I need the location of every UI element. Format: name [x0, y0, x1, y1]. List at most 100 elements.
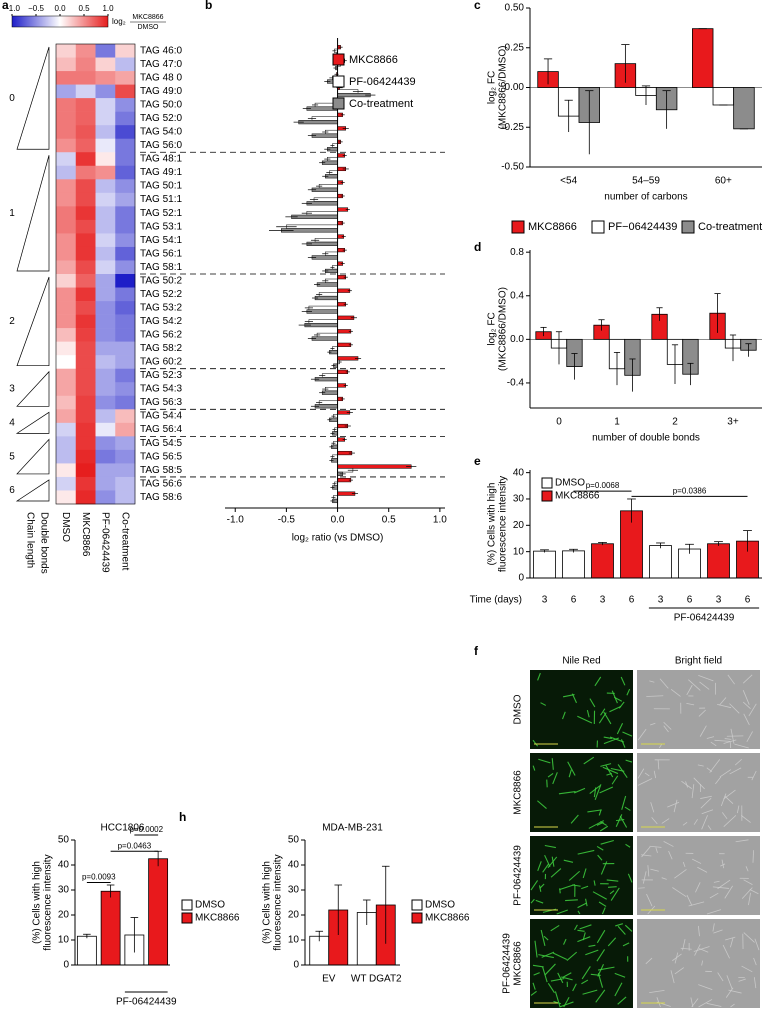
y-tick-label: 0.4	[510, 290, 524, 301]
legend-swatch	[181, 899, 193, 911]
colorbar-tick-label: 0.5	[78, 4, 90, 13]
cell-texture	[719, 769, 732, 778]
x-tick-label: 6	[745, 595, 751, 606]
row-label: TAG 52:0	[140, 113, 182, 124]
x-tick-label: -0.5	[278, 515, 296, 526]
cell-texture	[547, 772, 554, 778]
heat-cell	[56, 463, 77, 478]
x-tick-label: -1.0	[227, 515, 245, 526]
cell-texture	[729, 703, 740, 714]
cell-texture	[533, 972, 540, 976]
cell-texture	[597, 964, 604, 977]
group-label: PF-06424439	[116, 997, 177, 1008]
cell-texture	[736, 805, 740, 814]
heat-cell	[115, 422, 136, 437]
cell-texture	[688, 679, 701, 691]
column-label: PF-06424439	[100, 512, 111, 573]
heat-cell	[95, 449, 116, 464]
cell-texture	[745, 866, 749, 872]
heat-cell	[75, 409, 96, 424]
cell-texture	[661, 877, 667, 880]
x-title: Time (days)	[470, 595, 522, 606]
heat-cell	[95, 206, 116, 221]
cell-texture	[624, 924, 633, 932]
legend-label: Co-treatment	[349, 98, 413, 110]
cell-texture	[574, 924, 578, 931]
group-label: 5	[9, 451, 15, 462]
heat-cell	[56, 206, 77, 221]
heat-cell	[115, 44, 136, 58]
cell-texture	[593, 880, 596, 886]
y-tick-label: 0.25	[505, 42, 525, 53]
cell-texture	[538, 885, 542, 892]
legend-label: MKC8866	[195, 913, 240, 924]
cell-texture	[713, 929, 723, 934]
row-label: TAG 56:6	[140, 478, 182, 489]
row-label: TAG 56:1	[140, 248, 182, 259]
cell-texture	[532, 739, 539, 747]
cell-texture	[542, 863, 549, 873]
heat-cell	[115, 84, 136, 99]
cell-texture	[610, 767, 625, 772]
heat-cell	[115, 301, 136, 315]
cell-texture	[614, 972, 626, 978]
cell-texture	[582, 989, 598, 995]
heatmap-frame	[55, 43, 136, 505]
cell-texture	[581, 979, 589, 985]
group-label: 3	[9, 384, 15, 395]
heat-cell	[56, 355, 77, 370]
cell-texture	[742, 701, 751, 710]
heat-cell	[75, 274, 96, 288]
cell-texture	[698, 709, 706, 717]
heat-cell	[75, 287, 96, 302]
y-tick-label: 0.8	[510, 247, 524, 258]
y-tick-label: 50	[58, 835, 70, 846]
row-label: TAG 56:0	[140, 140, 182, 151]
cell-texture	[674, 869, 687, 879]
y-axis-label: fluorescence intensity	[498, 476, 509, 572]
micrograph	[637, 919, 760, 1008]
heat-cell	[75, 463, 96, 478]
row-label: TAG 52:3	[140, 370, 182, 381]
y-tick-label: 0	[293, 960, 299, 971]
chain-length-wedge	[15, 479, 50, 502]
heat-cell	[75, 138, 96, 153]
cell-texture	[637, 768, 645, 779]
cell-texture	[558, 791, 576, 795]
cell-texture	[698, 984, 713, 990]
group-axis-label: Double bonds	[38, 512, 49, 574]
heat-cell	[95, 125, 116, 140]
heat-cell	[56, 57, 77, 72]
cell-texture	[596, 929, 606, 944]
row-label: TAG 54:5	[140, 438, 182, 449]
bar	[562, 550, 585, 579]
cell-texture	[625, 759, 633, 763]
y-tick-label: 0.00	[505, 82, 525, 93]
cell-texture	[698, 999, 713, 1008]
cell-texture	[650, 722, 656, 726]
column-label: Co-treatment	[119, 512, 130, 571]
cell-texture	[613, 696, 623, 702]
heat-cell	[95, 71, 116, 85]
heat-cell	[95, 463, 116, 478]
cell-texture	[724, 795, 734, 804]
x-tick-label: 6	[687, 595, 693, 606]
column-label: MKC8866	[80, 512, 91, 557]
heat-cell	[115, 138, 136, 153]
heat-cell	[115, 152, 136, 167]
legend-label: MKC8866	[555, 491, 600, 502]
y-tick-label: 10	[513, 546, 525, 557]
cell-texture	[685, 781, 688, 788]
heat-cell	[56, 287, 77, 302]
heat-cell	[75, 71, 96, 85]
legend-swatch	[541, 490, 553, 502]
cell-texture	[556, 909, 568, 915]
row-label: TAG 49:1	[140, 167, 182, 178]
cell-texture	[725, 936, 736, 941]
heat-cell	[95, 409, 116, 424]
bar	[308, 319, 338, 324]
cell-texture	[609, 736, 625, 743]
cell-texture	[693, 777, 705, 790]
cell-texture	[645, 957, 653, 965]
row-label: TAG 53:2	[140, 302, 182, 313]
